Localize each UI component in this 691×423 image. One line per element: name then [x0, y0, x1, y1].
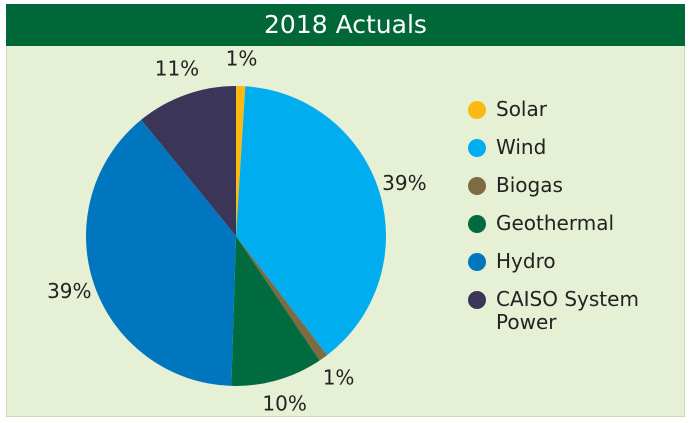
legend-swatch	[468, 291, 486, 309]
legend-item: Geothermal	[466, 212, 676, 235]
legend-item: Solar	[466, 98, 676, 121]
data-label: 1%	[226, 47, 258, 71]
pie-slice	[141, 86, 236, 236]
legend-label: CAISO System Power	[496, 287, 639, 334]
pie-slice	[231, 236, 320, 386]
data-label: 39%	[47, 279, 91, 303]
legend-swatch	[468, 215, 486, 233]
data-label: 10%	[262, 392, 306, 416]
pie-slice	[236, 236, 328, 361]
data-label: 1%	[323, 366, 355, 390]
pie-slice	[236, 86, 246, 236]
data-label: 11%	[155, 57, 199, 81]
legend-label: Geothermal	[496, 211, 615, 235]
legend-label: Wind	[496, 135, 547, 159]
legend-item: Wind	[466, 136, 676, 159]
legend-item: Biogas	[466, 174, 676, 197]
legend-item: CAISO System Power	[466, 288, 646, 334]
legend-swatch	[468, 139, 486, 157]
data-label: 39%	[382, 171, 426, 195]
legend-swatch	[468, 177, 486, 195]
pie-slice	[86, 119, 236, 386]
chart-title: 2018 Actuals	[6, 4, 685, 46]
pie-slice	[236, 86, 386, 356]
legend-swatch	[468, 101, 486, 119]
legend-swatch	[468, 253, 486, 271]
legend: Solar Wind Biogas Geothermal Hydro CAISO Syst…	[466, 98, 676, 349]
legend-item: Hydro	[466, 250, 676, 273]
legend-label: Biogas	[496, 173, 563, 197]
legend-label: Solar	[496, 97, 547, 121]
legend-label: Hydro	[496, 249, 556, 273]
